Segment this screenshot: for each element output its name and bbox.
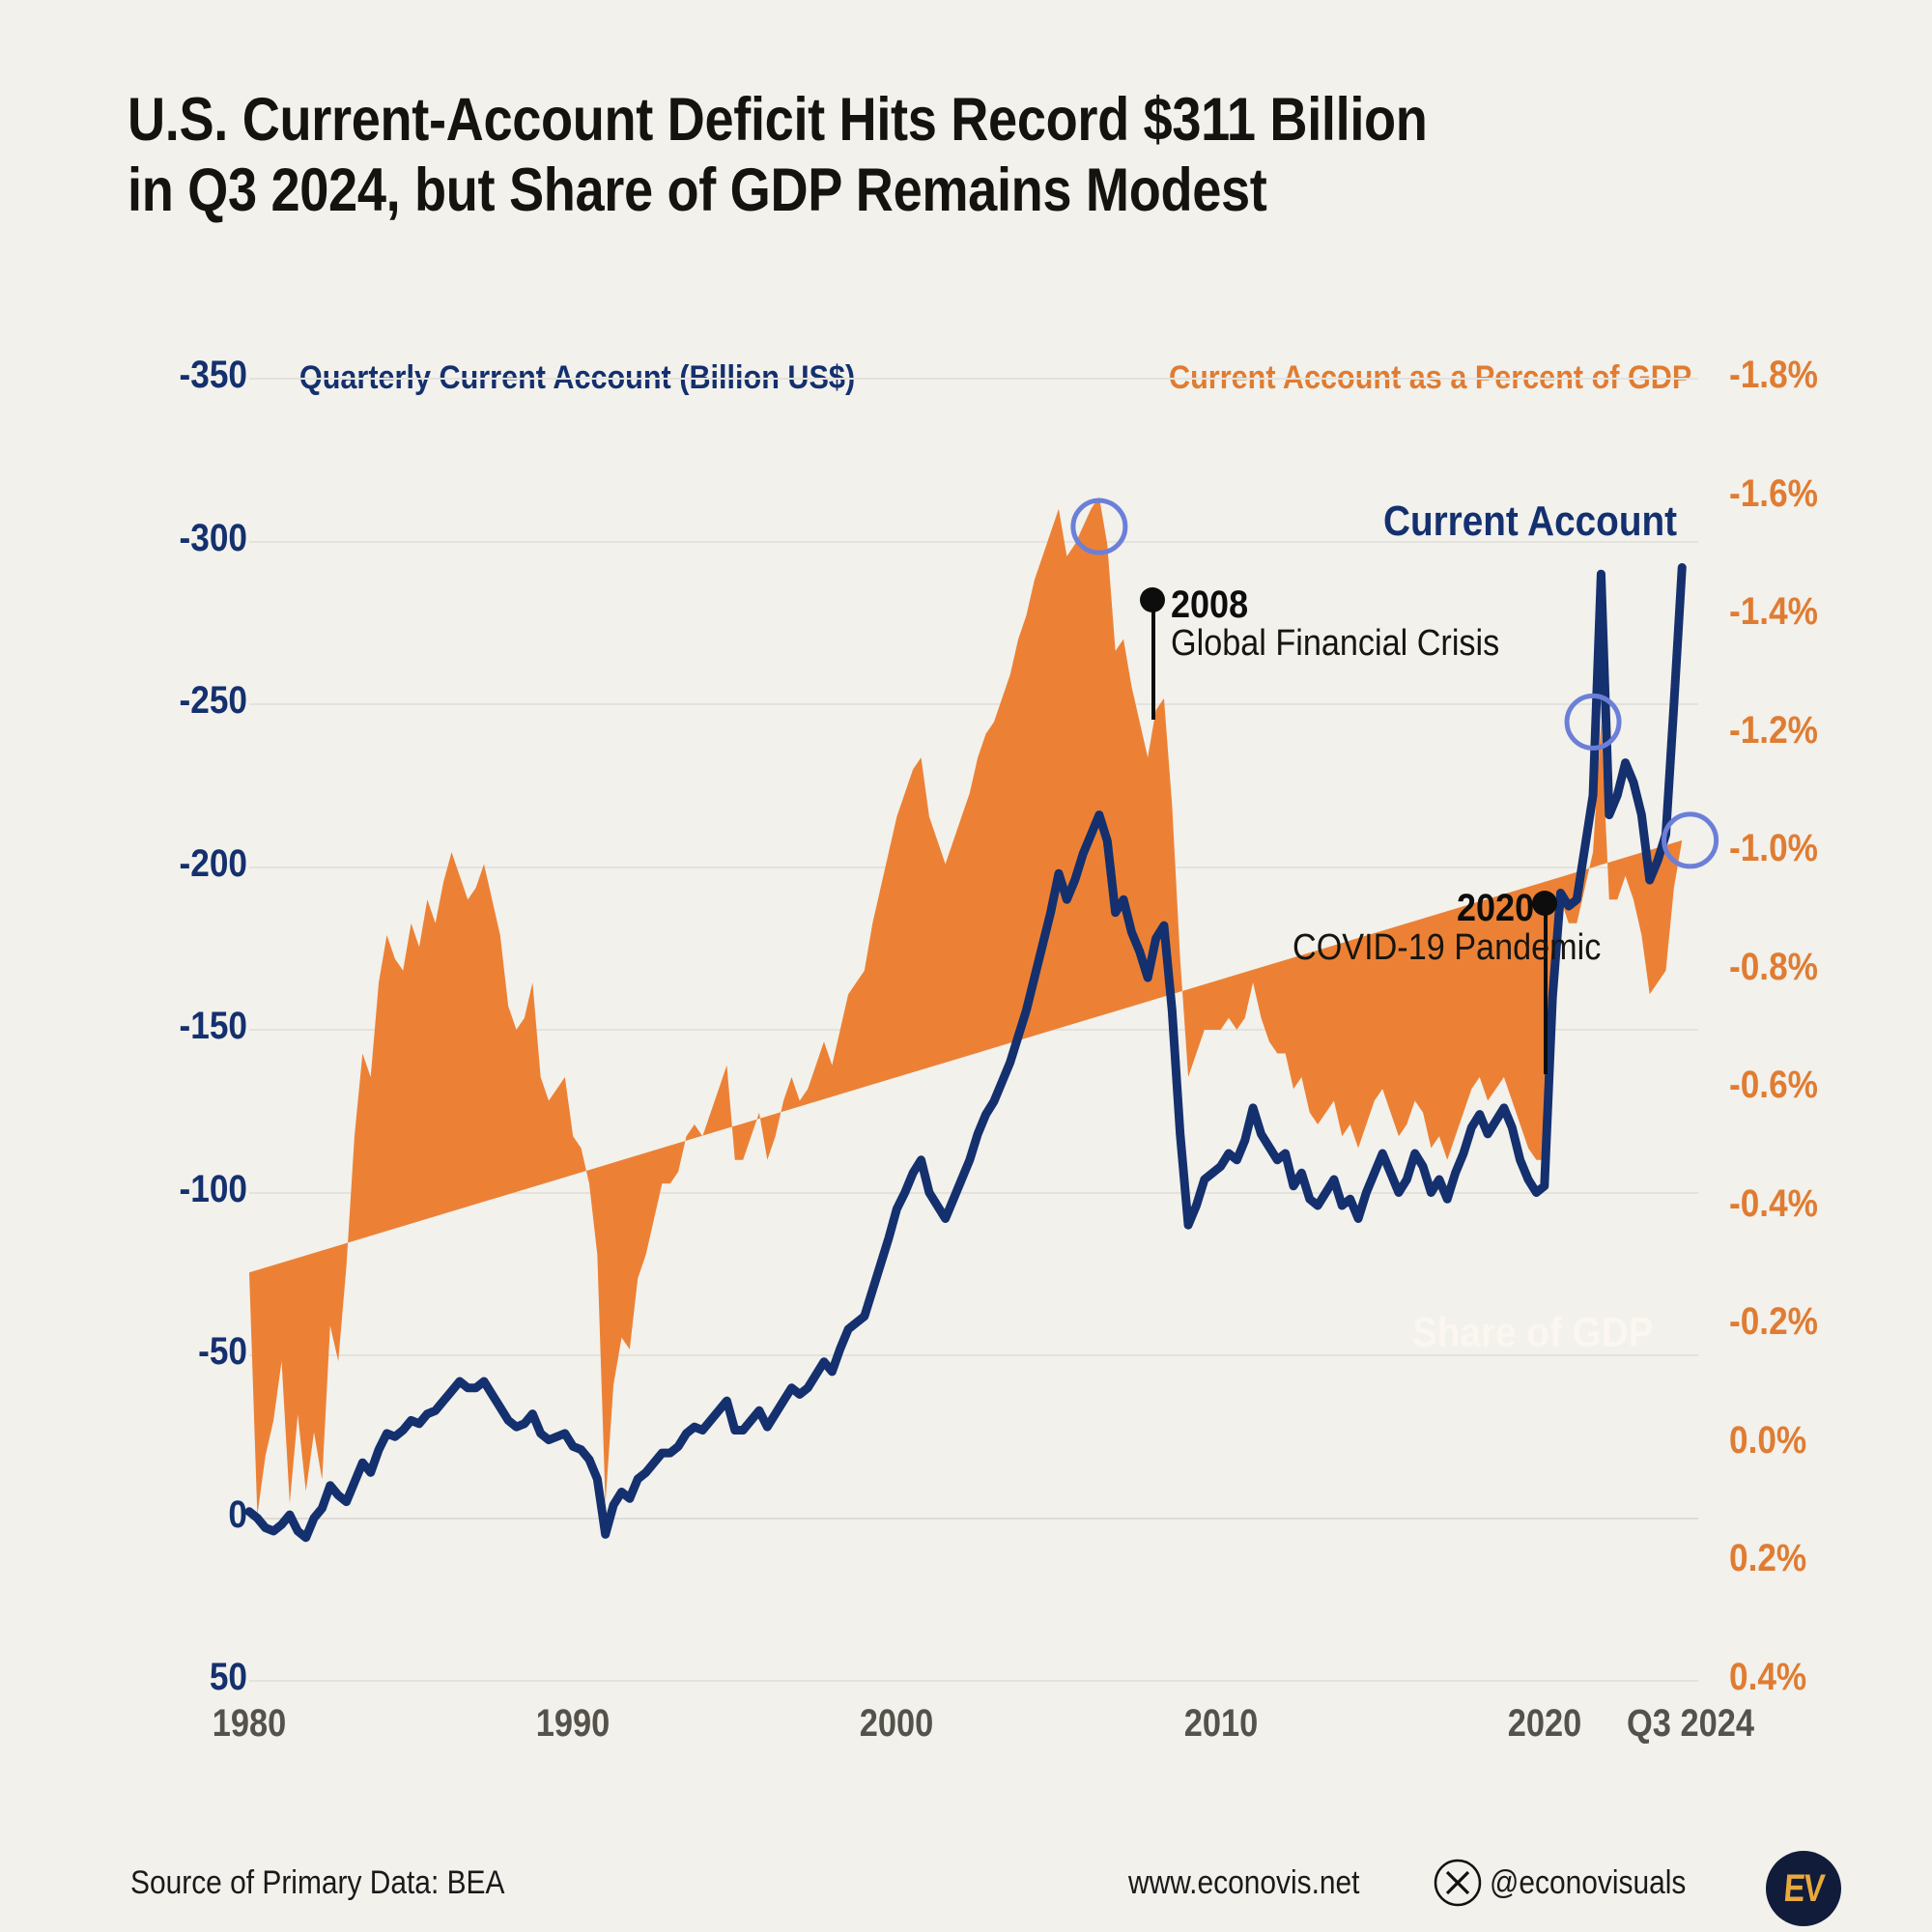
gridline <box>249 703 1698 705</box>
right-axis-tick: 0.4% <box>1729 1656 1807 1698</box>
gridline <box>249 378 1698 380</box>
gridline <box>249 1517 1698 1520</box>
left-axis-tick: -350 <box>179 354 247 396</box>
peak-marker <box>1564 693 1622 751</box>
peak-markers <box>1070 497 1719 869</box>
right-axis-tick: -1.4% <box>1729 590 1818 634</box>
x-axis-tick: 1990 <box>535 1702 611 1745</box>
series-label-current-account: Current Account <box>1383 497 1678 545</box>
source-note: Source of Primary Data: BEA <box>130 1864 505 1901</box>
x-axis-tick: 2010 <box>1183 1702 1258 1745</box>
right-axis-tick: -1.8% <box>1729 354 1818 396</box>
gridline <box>249 1680 1698 1682</box>
right-axis-tick: -1.2% <box>1729 708 1818 752</box>
left-axis-tick: 50 <box>209 1656 247 1698</box>
share-of-gdp-area <box>249 497 1683 1516</box>
chart-plot-area <box>244 378 1719 1682</box>
peak-marker <box>1070 497 1128 555</box>
x-axis-tick: 1980 <box>212 1702 287 1745</box>
logo-text: EV <box>1781 1866 1826 1910</box>
current-account-line <box>244 562 1687 1543</box>
social-handle[interactable]: @econovisuals <box>1490 1864 1687 1901</box>
website-link[interactable]: www.econovis.net <box>1128 1864 1360 1901</box>
annotation-dot <box>1532 891 1557 916</box>
gridline <box>249 540 1698 543</box>
left-axis-tick: -150 <box>179 1005 247 1047</box>
gridline <box>249 1191 1698 1194</box>
left-axis-tick: -100 <box>179 1167 247 1210</box>
right-axis-tick: -1.0% <box>1729 827 1818 870</box>
econovis-logo: EV <box>1766 1851 1841 1926</box>
annotation-description: COVID-19 Pandemic <box>1293 927 1602 968</box>
right-axis-tick: 0.0% <box>1729 1418 1807 1462</box>
x-axis-tick: Q3 2024 <box>1626 1702 1754 1745</box>
right-axis-tick: -1.6% <box>1729 471 1818 515</box>
x-axis-tick: 2000 <box>860 1702 934 1745</box>
annotation-year: 2008 <box>1171 583 1249 626</box>
annotation-stem <box>1544 902 1548 1074</box>
left-axis-tick: -250 <box>179 679 247 722</box>
right-axis-tick: -0.8% <box>1729 945 1818 988</box>
peak-marker <box>1662 811 1719 869</box>
x-axis-tick: 2020 <box>1507 1702 1582 1745</box>
right-axis-tick: -0.4% <box>1729 1181 1818 1225</box>
footer: Source of Primary Data: BEA www.econovis… <box>0 1851 1932 1932</box>
annotation-description: Global Financial Crisis <box>1171 623 1500 664</box>
page-title: U.S. Current-Account Deficit Hits Record… <box>128 86 1428 225</box>
series-label-share-of-gdp: Share of GDP <box>1412 1309 1654 1356</box>
right-axis-tick: -0.6% <box>1729 1064 1818 1107</box>
right-axis-tick: 0.2% <box>1729 1537 1807 1580</box>
gridline <box>249 1354 1698 1356</box>
chart-series-svg <box>244 497 1719 1543</box>
annotation-dot <box>1140 587 1165 612</box>
left-axis-tick: -50 <box>198 1330 247 1373</box>
right-axis-tick: -0.2% <box>1729 1300 1818 1344</box>
left-axis-tick: 0 <box>228 1492 247 1536</box>
left-axis-tick: -300 <box>179 516 247 559</box>
annotation-year: 2020 <box>1457 887 1535 929</box>
x-logo-icon[interactable] <box>1434 1859 1482 1907</box>
left-axis-tick: -200 <box>179 841 247 885</box>
annotation-stem <box>1151 599 1155 720</box>
